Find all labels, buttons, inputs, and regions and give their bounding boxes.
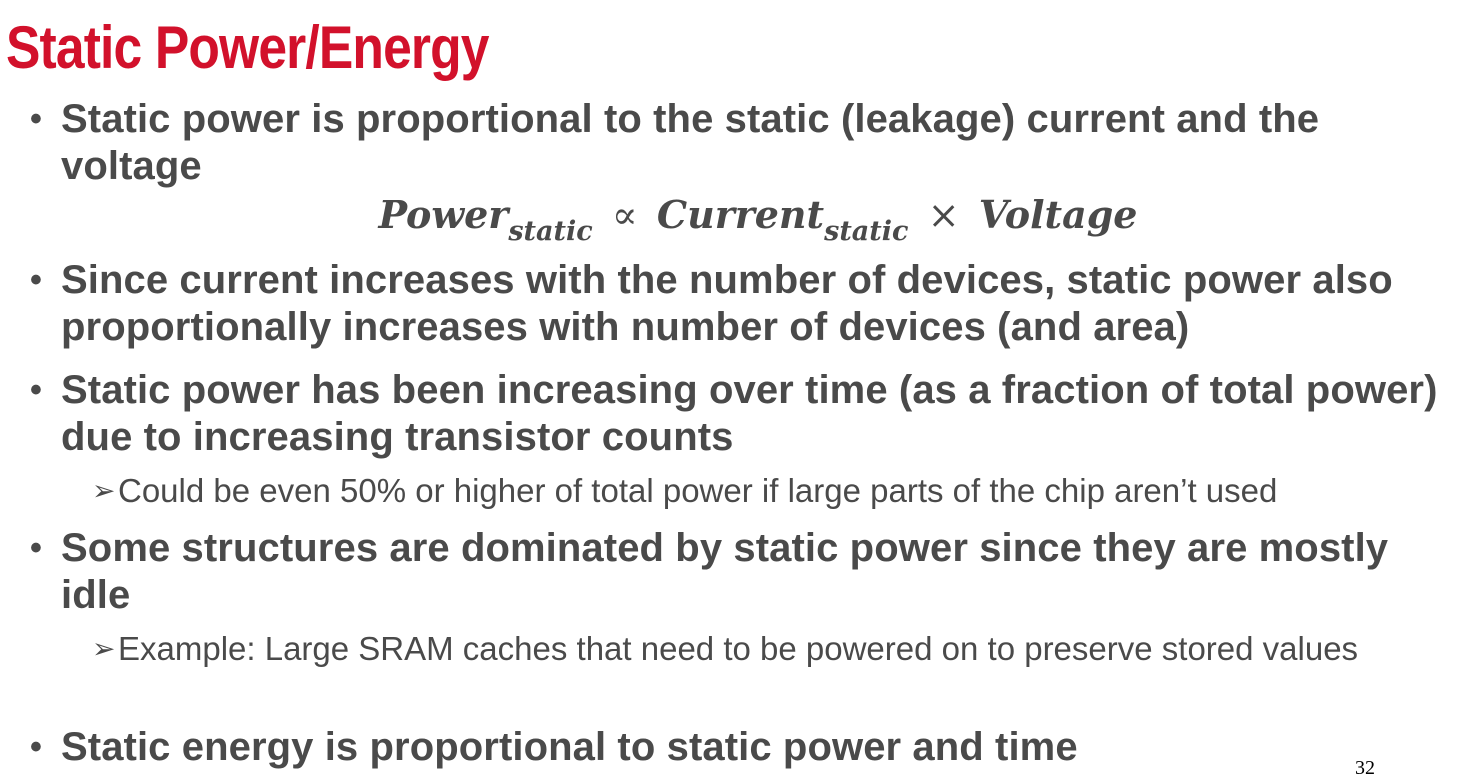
bullet-item: • Static energy is proportional to stati… — [30, 724, 1451, 771]
bullet-text: Static energy is proportional to static … — [61, 725, 1078, 769]
bullet-text: Some structures are dominated by static … — [61, 526, 1389, 617]
equation-lhs: Power — [378, 192, 509, 237]
bullet-text: Since current increases with the number … — [61, 258, 1393, 349]
sub-bullet-item: ➢ Could be even 50% or higher of total p… — [92, 471, 1438, 510]
arrow-bullet-icon: ➢ — [92, 475, 116, 506]
bullet-marker: • — [30, 371, 42, 409]
sub-bullet-text: Example: Large SRAM caches that need to … — [118, 630, 1359, 667]
page-number: 32 — [1355, 757, 1375, 779]
bullet-marker: • — [30, 100, 42, 138]
equation-lhs-subscript: static — [508, 216, 593, 247]
bullet-marker: • — [30, 261, 42, 299]
bullet-text: Static power is proportional to the stat… — [61, 97, 1320, 188]
equation-term-current: Current — [656, 192, 825, 237]
bullet-item: • Static power has been increasing over … — [30, 367, 1451, 461]
equation: Powerstatic ∝ Currentstatic × Voltage — [26, 192, 1464, 247]
bullet-marker: • — [30, 728, 42, 766]
proportional-symbol: ∝ — [611, 193, 638, 237]
sub-bullet-item: ➢ Example: Large SRAM caches that need t… — [92, 629, 1438, 668]
sub-bullet-text: Could be even 50% or higher of total pow… — [118, 472, 1278, 509]
equation-term-current-subscript: static — [824, 216, 909, 247]
multiply-symbol: × — [927, 193, 960, 237]
bullet-item: • Static power is proportional to the st… — [30, 96, 1451, 190]
arrow-bullet-icon: ➢ — [92, 633, 116, 664]
bullet-marker: • — [30, 529, 42, 567]
slide-title: Static Power/Energy — [6, 14, 489, 81]
bullet-text: Static power has been increasing over ti… — [61, 368, 1438, 459]
bullet-item: • Some structures are dominated by stati… — [30, 525, 1451, 619]
equation-term-voltage: Voltage — [978, 192, 1138, 237]
bullet-item: • Since current increases with the numbe… — [30, 257, 1451, 351]
